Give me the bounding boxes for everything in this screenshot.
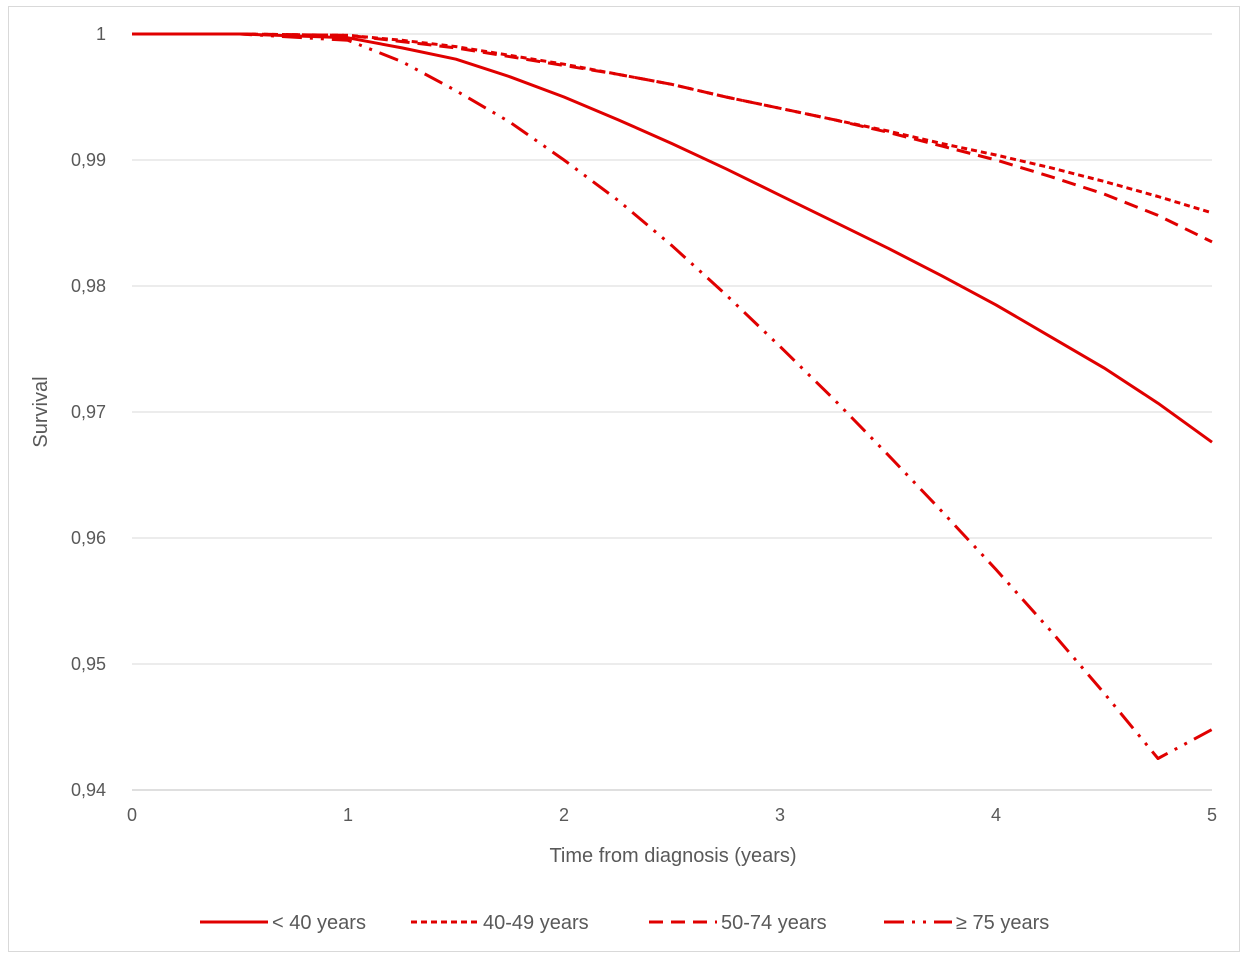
y-tick-label: 0,94 bbox=[71, 780, 106, 800]
x-tick-label: 2 bbox=[559, 805, 569, 825]
x-tick-labels: 0 1 2 3 4 5 bbox=[127, 805, 1217, 825]
x-tick-label: 5 bbox=[1207, 805, 1217, 825]
y-tick-label: 0,96 bbox=[71, 528, 106, 548]
x-tick-label: 4 bbox=[991, 805, 1001, 825]
legend-label: < 40 years bbox=[272, 912, 366, 934]
x-tick-label: 0 bbox=[127, 805, 137, 825]
y-axis-title: Survival bbox=[30, 376, 52, 447]
series-lines bbox=[132, 32, 1213, 760]
x-tick-label: 1 bbox=[343, 805, 353, 825]
y-tick-label: 0,99 bbox=[71, 150, 106, 170]
y-tick-label: 1 bbox=[96, 24, 106, 44]
series-line-2 bbox=[132, 32, 1213, 215]
legend: < 40 years 40-49 years 50-74 years ≥ 75 yea… bbox=[200, 912, 1049, 934]
x-axis-title: Time from diagnosis (years) bbox=[549, 845, 796, 867]
y-tick-label: 0,95 bbox=[71, 654, 106, 674]
gridlines bbox=[132, 33, 1212, 791]
series-line-3 bbox=[132, 32, 1213, 244]
series-line-1 bbox=[132, 32, 1213, 444]
legend-label: 40-49 years bbox=[483, 912, 589, 934]
legend-label: 50-74 years bbox=[721, 912, 827, 934]
y-tick-labels: 0,94 0,95 0,96 0,97 0,98 0,99 1 bbox=[71, 24, 106, 800]
x-tick-label: 3 bbox=[775, 805, 785, 825]
series-line-4 bbox=[132, 32, 1213, 760]
y-tick-label: 0,98 bbox=[71, 276, 106, 296]
y-tick-label: 0,97 bbox=[71, 402, 106, 422]
legend-label: ≥ 75 years bbox=[956, 912, 1049, 934]
